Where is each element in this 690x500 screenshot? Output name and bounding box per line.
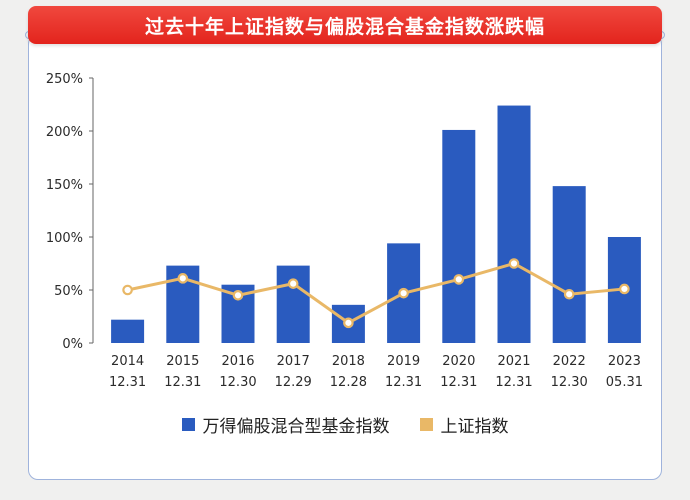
x-tick-label-date: 12.31 xyxy=(495,375,532,390)
x-tick-label-year: 2014 xyxy=(111,354,144,369)
x-tick-label-year: 2022 xyxy=(553,354,586,369)
chart-title: 过去十年上证指数与偏股混合基金指数涨跌幅 xyxy=(144,15,545,38)
line-point xyxy=(122,284,133,296)
bar xyxy=(497,105,531,343)
y-tick-label: 0% xyxy=(62,337,83,352)
bar xyxy=(276,265,310,343)
y-tick-label: 50% xyxy=(54,284,83,299)
line-point xyxy=(398,287,409,299)
y-tick-label: 150% xyxy=(46,178,83,193)
line-point xyxy=(453,274,465,285)
legend-swatch-index xyxy=(419,418,433,431)
line-point xyxy=(508,258,520,269)
line-point xyxy=(177,273,189,284)
y-axis-ticks: 0% 50% 100% 150% 200% 250% xyxy=(46,72,93,352)
x-tick-label-date: 12.31 xyxy=(385,375,422,390)
x-tick-label-date: 05.31 xyxy=(606,375,643,390)
x-tick-label-date: 12.29 xyxy=(275,375,312,390)
bar xyxy=(442,129,476,343)
x-tick-label-year: 2016 xyxy=(221,354,254,369)
line-series xyxy=(122,258,630,329)
x-tick-label-date: 12.30 xyxy=(219,375,256,390)
x-tick-label-year: 2020 xyxy=(442,354,475,369)
x-tick-label-year: 2015 xyxy=(166,354,199,369)
y-tick-label: 200% xyxy=(46,125,83,140)
legend-label-index: 上证指数 xyxy=(440,417,509,437)
x-tick-label-year: 2017 xyxy=(277,354,310,369)
bar xyxy=(111,319,145,343)
title-banner: 过去十年上证指数与偏股混合基金指数涨跌幅 xyxy=(28,6,662,44)
x-tick-label-date: 12.31 xyxy=(109,375,146,390)
line-point xyxy=(563,288,575,300)
legend-item-index: 上证指数 xyxy=(419,412,509,437)
line-path xyxy=(127,261,625,325)
legend: 万得偏股混合型基金指数 上证指数 xyxy=(0,412,690,437)
x-tick-label-year: 2019 xyxy=(387,354,420,369)
line-point xyxy=(232,289,244,301)
x-tick-label-date: 12.31 xyxy=(164,375,201,390)
x-tick-label-date: 12.28 xyxy=(330,375,367,390)
y-tick-label: 100% xyxy=(46,231,83,246)
legend-swatch-fund xyxy=(181,418,195,431)
y-tick-label: 250% xyxy=(46,72,83,87)
bar xyxy=(552,186,586,343)
x-tick-label-year: 2018 xyxy=(332,354,365,369)
x-tick-label-year: 2021 xyxy=(497,354,530,369)
legend-label-fund: 万得偏股混合型基金指数 xyxy=(202,417,390,437)
x-tick-label-year: 2023 xyxy=(608,354,641,369)
x-tick-label-date: 12.31 xyxy=(440,375,477,390)
legend-item-fund: 万得偏股混合型基金指数 xyxy=(181,412,390,437)
line-point xyxy=(619,283,630,295)
line-point xyxy=(287,278,299,289)
bar-series xyxy=(111,105,641,343)
line-point xyxy=(343,317,354,329)
x-axis-labels: 2014 12.31 2015 12.31 2016 12.30 2017 12.29 2018… xyxy=(109,354,643,390)
x-tick-label-date: 12.30 xyxy=(551,375,588,390)
